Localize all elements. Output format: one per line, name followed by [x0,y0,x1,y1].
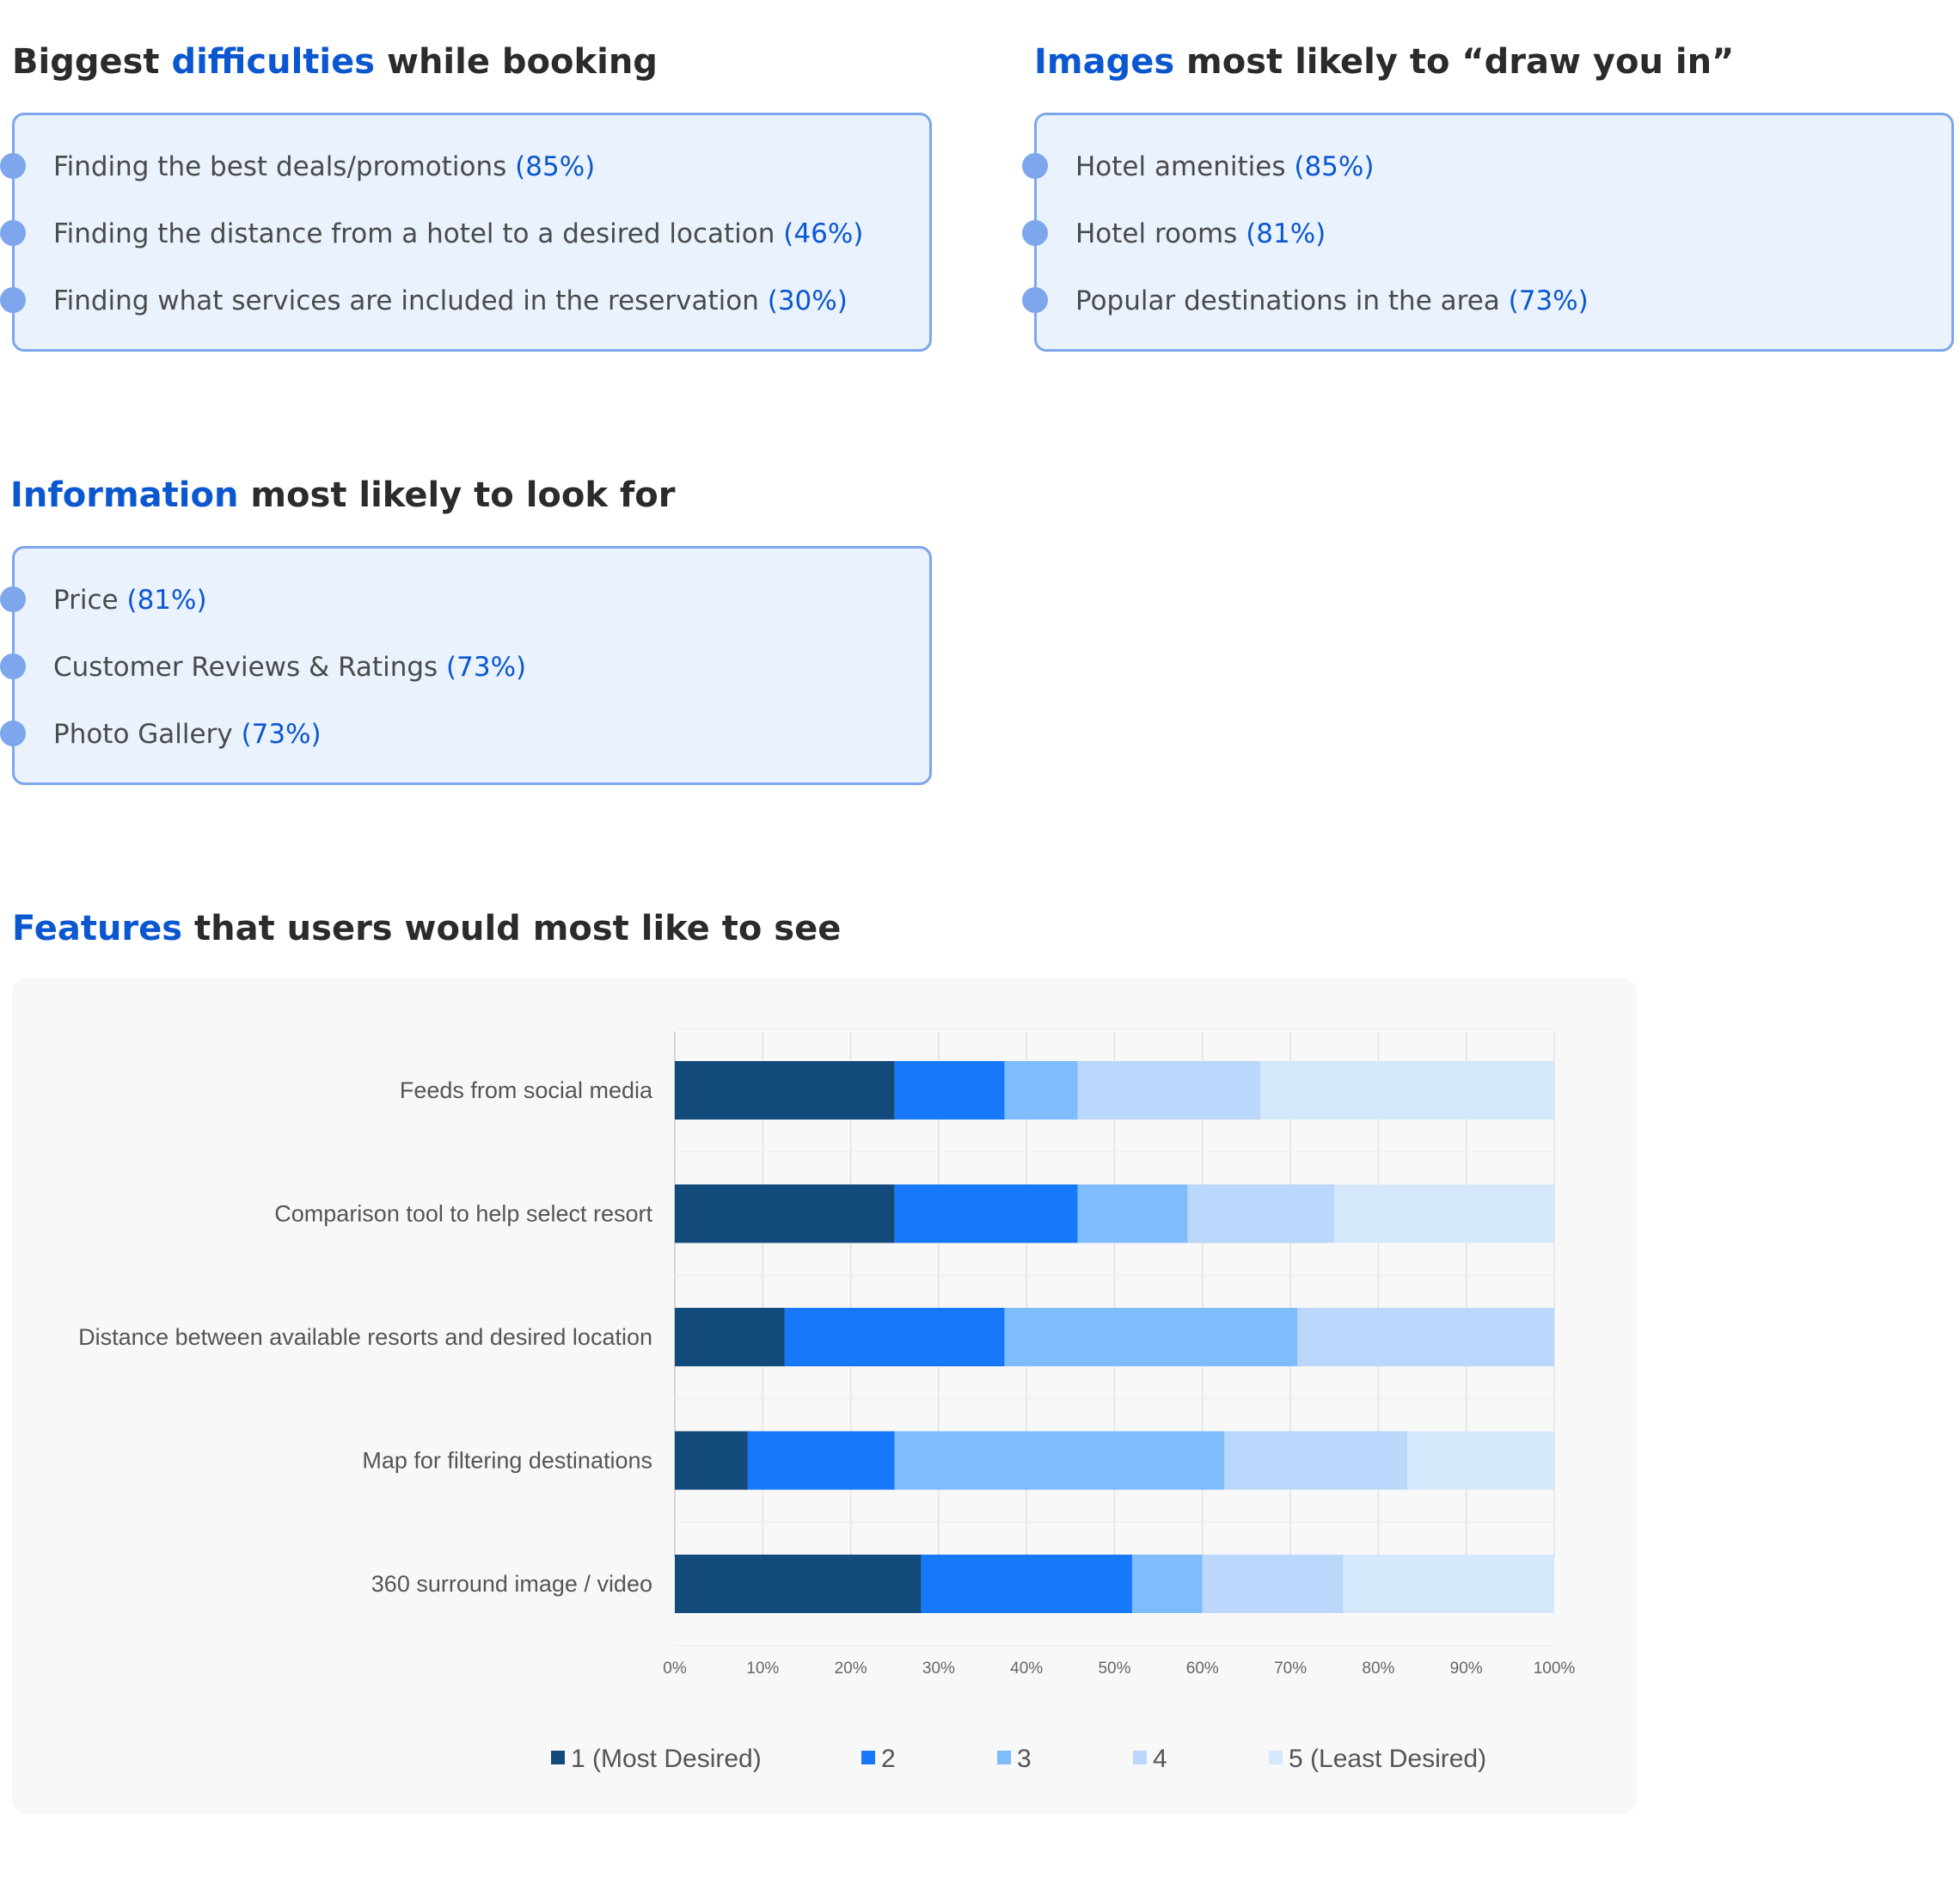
x-tick-label: 10% [746,1660,779,1678]
item-percent: (46%) [783,218,864,249]
legend-label: 1 (Most Desired) [571,1745,762,1773]
category-label: Map for filtering destinations [362,1448,652,1474]
item-percent: (73%) [1508,285,1589,316]
bar-segment [675,1308,785,1366]
bar-segment [1407,1431,1554,1490]
bar-segment [1224,1431,1408,1490]
bar-segment [747,1431,895,1490]
features-heading: Features that users would most like to s… [12,906,841,951]
legend-label: 5 (Least Desired) [1289,1745,1486,1773]
difficulties-heading: Biggest difficulties while booking [12,40,658,84]
legend-label: 4 [1153,1745,1167,1773]
bullet-dot-icon [0,220,26,246]
bar-segment [1004,1061,1078,1120]
heading-post: most likely to “draw you in” [1174,42,1735,82]
category-label: Distance between available resorts and d… [78,1324,652,1350]
item-text: Finding what services are included in th… [53,285,759,316]
item-text: Hotel rooms [1075,218,1238,249]
bar-segment [1187,1184,1335,1243]
item-text: Hotel amenities [1075,151,1286,182]
item-text: Popular destinations in the area [1075,285,1500,316]
category-label: Comparison tool to help select resort [274,1201,652,1227]
item-text: Customer Reviews & Ratings [53,652,438,683]
bar-segment [1202,1555,1344,1613]
x-tick-label: 100% [1534,1660,1576,1678]
bar-segment [1004,1308,1298,1366]
bullet-dot-icon [1022,153,1048,179]
item-percent: (73%) [241,719,322,750]
heading-accent: difficulties [171,42,376,82]
heading-post: that users would most like to see [182,909,842,948]
bar-segment [784,1308,1005,1366]
item-percent: (30%) [767,285,848,316]
bar-segment [1077,1184,1188,1243]
item-text: Finding the best deals/promotions [53,151,507,182]
bullet-dot-icon [0,153,26,179]
category-label: Feeds from social media [400,1077,653,1103]
legend-swatch [551,1751,565,1764]
bar-segment [1131,1555,1203,1613]
legend-label: 3 [1017,1745,1032,1773]
bar-segment [675,1431,748,1490]
bullet-dot-icon [0,721,26,746]
x-tick-label: 40% [1010,1660,1043,1678]
x-tick-label: 0% [663,1660,687,1678]
x-tick-label: 20% [835,1660,867,1678]
bar-segment [1260,1061,1554,1120]
bullet-dot-icon [1022,287,1048,313]
bar-segment [675,1184,895,1243]
item-text: Finding the distance from a hotel to a d… [53,218,775,249]
legend-swatch [1269,1751,1283,1764]
x-tick-label: 30% [922,1660,955,1678]
bar-segment [675,1061,895,1120]
item-text: Photo Gallery [53,719,233,750]
item-percent: (85%) [515,151,596,182]
bar-segment [1297,1308,1554,1366]
bar-segment [921,1555,1132,1613]
x-tick-label: 80% [1362,1660,1394,1678]
images-heading: Images most likely to “draw you in” [1034,40,1734,84]
legend-swatch [1133,1751,1147,1764]
heading-accent: Information [10,476,239,515]
bar-segment [1343,1555,1554,1613]
item-percent: (81%) [1246,218,1326,249]
x-tick-label: 90% [1450,1660,1483,1678]
item-percent: (81%) [126,585,207,616]
information-card: Price (81%) Customer Reviews & Ratings (… [0,546,932,785]
item-percent: (73%) [446,652,527,683]
bullet-dot-icon [0,653,26,679]
bar-segment [894,1184,1078,1243]
bullet-dot-icon [1022,220,1048,246]
bullet-dot-icon [0,287,26,313]
bar-segment [1334,1184,1554,1243]
information-heading: Information most likely to look for [10,473,676,518]
bar-segment [675,1555,922,1613]
x-tick-label: 60% [1186,1660,1219,1678]
images-card: Hotel amenities (85%) Hotel rooms (81%) … [1022,113,1954,352]
bullet-dot-icon [0,586,26,612]
features-stacked-bar-chart: Feeds from social media Comparison tool t… [78,1028,1576,1773]
legend-swatch [861,1751,875,1764]
bar-segment [894,1431,1225,1490]
bar-segment [1077,1061,1261,1120]
item-percent: (85%) [1294,151,1375,182]
x-tick-label: 70% [1274,1660,1307,1678]
features-chart-panel: Feeds from social media Comparison tool t… [12,978,1637,1814]
item-text: Price [53,585,119,616]
legend-label: 2 [881,1745,896,1773]
heading-post: most likely to look for [238,476,676,515]
x-tick-label: 50% [1098,1660,1130,1678]
difficulties-card: Finding the best deals/promotions (85%) … [0,113,932,352]
heading-post: while booking [375,42,658,82]
legend-swatch [997,1751,1011,1764]
heading-accent: Images [1034,42,1175,82]
heading-pre: Biggest [12,42,172,82]
heading-accent: Features [12,909,183,948]
category-label: 360 surround image / video [371,1571,652,1597]
bar-segment [894,1061,1005,1120]
